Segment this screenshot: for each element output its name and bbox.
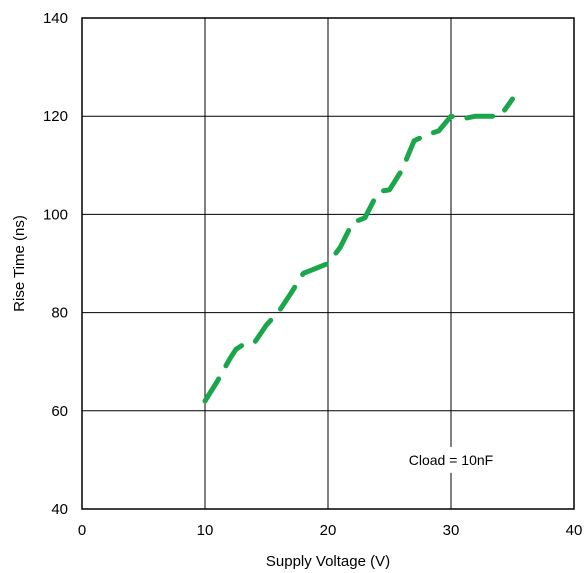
y-tick-label: 40 bbox=[51, 501, 68, 518]
x-tick-label: 30 bbox=[443, 522, 460, 539]
x-tick-label: 0 bbox=[78, 522, 86, 539]
x-tick-labels: 0 10 20 30 40 bbox=[78, 522, 583, 539]
y-axis-label: Rise Time (ns) bbox=[11, 215, 28, 312]
y-tick-label: 140 bbox=[43, 10, 68, 27]
x-tick-label: 20 bbox=[320, 522, 337, 539]
annotation-cload: Cload = 10nF bbox=[409, 452, 493, 468]
y-tick-label: 120 bbox=[43, 108, 68, 125]
annotation-background bbox=[385, 446, 517, 473]
y-tick-labels: 40 60 80 100 120 140 bbox=[43, 10, 68, 518]
plot-frame bbox=[81, 17, 575, 510]
y-tick-label: 100 bbox=[43, 206, 68, 223]
grid-lines bbox=[82, 18, 574, 509]
x-tick-label: 40 bbox=[566, 522, 583, 539]
x-tick-label: 10 bbox=[197, 522, 214, 539]
series-group bbox=[202, 96, 515, 404]
y-tick-label: 80 bbox=[51, 305, 68, 322]
y-tick-label: 60 bbox=[51, 403, 68, 420]
x-axis-label: Supply Voltage (V) bbox=[266, 553, 390, 570]
series-line bbox=[202, 96, 515, 404]
